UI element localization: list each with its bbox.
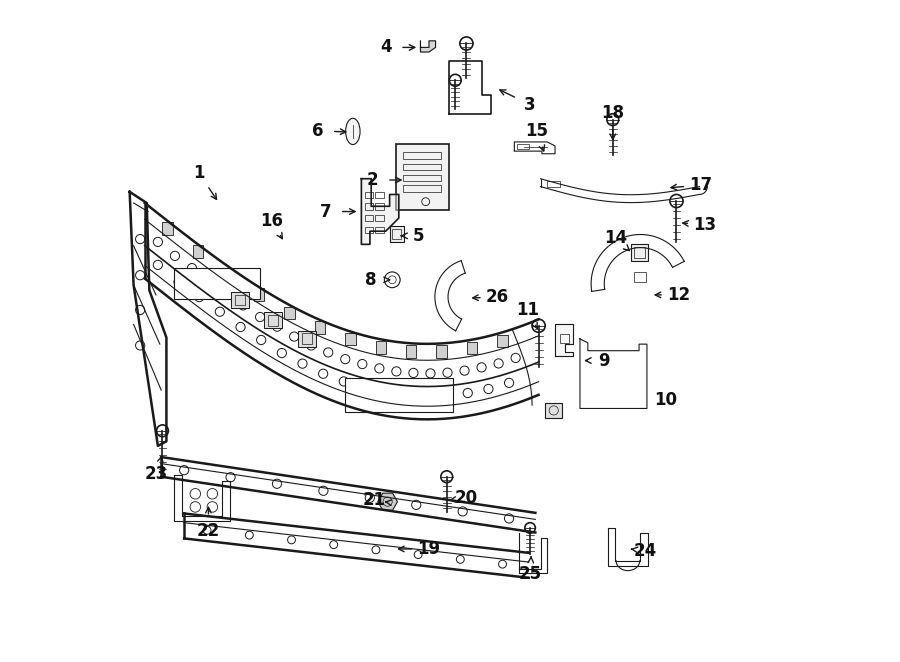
Text: 18: 18 (601, 104, 625, 122)
Bar (436, 346, 447, 358)
Bar (402, 152, 441, 159)
Bar (396, 144, 449, 210)
Polygon shape (362, 179, 399, 244)
Text: 20: 20 (454, 489, 478, 507)
Bar (230, 292, 249, 308)
Text: 12: 12 (667, 286, 690, 304)
Bar (175, 268, 259, 299)
Ellipse shape (346, 118, 360, 144)
Bar (547, 181, 561, 187)
Bar (163, 222, 173, 234)
Text: 8: 8 (365, 271, 377, 289)
Bar (364, 214, 373, 221)
Text: 13: 13 (693, 216, 716, 234)
Polygon shape (555, 324, 573, 356)
Bar (402, 175, 441, 181)
Text: 16: 16 (260, 212, 283, 230)
Text: 5: 5 (413, 227, 424, 245)
Bar (392, 228, 401, 239)
Bar (284, 307, 294, 319)
Bar (498, 335, 508, 347)
Bar (561, 334, 570, 344)
Bar (315, 322, 325, 334)
Bar (364, 192, 373, 199)
Bar (390, 226, 404, 242)
Text: 9: 9 (598, 352, 610, 369)
Bar (345, 333, 356, 346)
Bar (406, 345, 417, 357)
Bar (375, 226, 383, 233)
Text: 26: 26 (486, 288, 508, 306)
Bar (375, 341, 386, 354)
Text: 7: 7 (320, 203, 331, 220)
Bar (402, 164, 441, 170)
Text: 22: 22 (197, 522, 220, 540)
Text: 3: 3 (525, 95, 535, 113)
Text: 21: 21 (363, 491, 386, 509)
Bar (375, 214, 383, 221)
Bar (634, 272, 645, 283)
Bar (467, 342, 477, 354)
Bar (345, 377, 454, 412)
Bar (193, 245, 203, 258)
Text: 15: 15 (526, 122, 548, 140)
Text: 17: 17 (689, 176, 712, 194)
Bar (364, 203, 373, 210)
Text: 23: 23 (145, 465, 168, 483)
Bar (235, 295, 245, 305)
Bar (634, 247, 645, 258)
Bar (254, 288, 265, 301)
Bar (223, 268, 234, 281)
Text: 24: 24 (634, 542, 657, 560)
Bar (517, 144, 529, 149)
Polygon shape (420, 41, 436, 52)
Bar (402, 185, 441, 192)
Text: 11: 11 (516, 301, 539, 319)
Bar (302, 334, 312, 344)
Text: 1: 1 (194, 164, 205, 183)
Bar (545, 403, 562, 418)
Text: 19: 19 (418, 540, 441, 558)
Text: 2: 2 (366, 171, 378, 189)
Text: 25: 25 (518, 565, 542, 583)
Bar (364, 226, 373, 233)
Bar (264, 312, 282, 328)
Bar (631, 244, 648, 261)
Text: 4: 4 (380, 38, 392, 56)
Text: 6: 6 (311, 122, 323, 140)
Bar (375, 203, 383, 210)
Text: 10: 10 (653, 391, 677, 409)
Bar (375, 192, 383, 199)
Bar (298, 331, 316, 347)
Text: 14: 14 (604, 229, 627, 247)
Bar (267, 315, 278, 326)
